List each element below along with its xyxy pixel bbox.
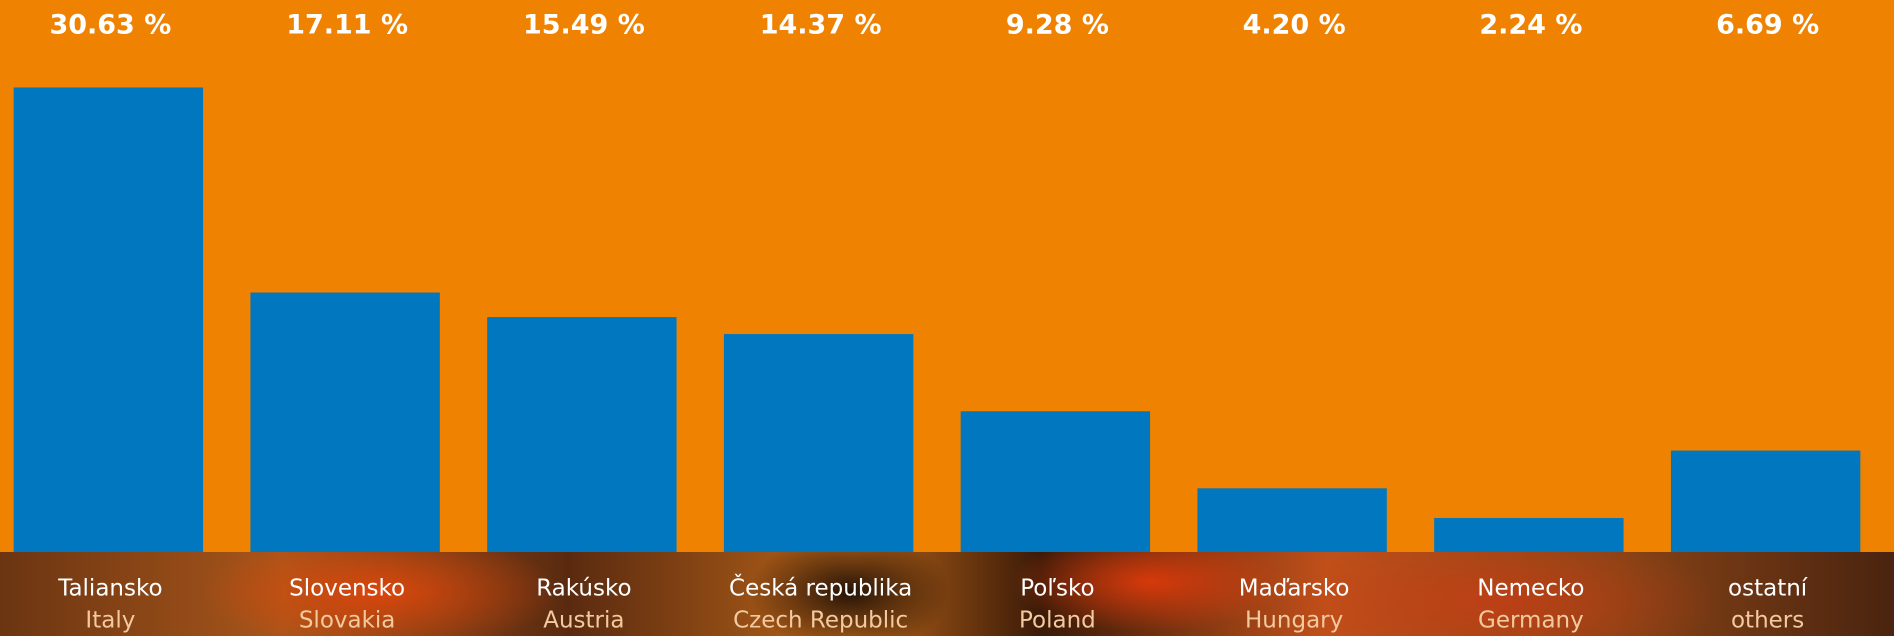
value-label: 30.63 % — [49, 10, 171, 41]
value-label: 14.37 % — [760, 10, 882, 41]
bar — [487, 317, 676, 552]
category-sublabel: Italy — [85, 608, 135, 634]
category-sublabel: Hungary — [1245, 608, 1343, 634]
category-label: Poľsko — [1020, 576, 1094, 602]
category-sublabel: Poland — [1019, 608, 1096, 634]
bar — [1434, 518, 1623, 552]
category-label: ostatní — [1728, 576, 1808, 602]
bar — [961, 411, 1150, 552]
value-label: 9.28 % — [1006, 10, 1109, 41]
value-label: 17.11 % — [286, 10, 408, 41]
category-label: Rakúsko — [536, 576, 631, 602]
category-sublabel: Austria — [543, 608, 624, 634]
bar — [250, 293, 439, 552]
bar — [14, 88, 203, 552]
bar — [1197, 488, 1386, 552]
category-label: Česká republika — [729, 574, 912, 602]
category-label: Slovensko — [289, 576, 405, 602]
category-label: Taliansko — [57, 576, 162, 602]
page: 30.63 % Taliansko Italy 17.11 % Slovensko Slo… — [0, 0, 1894, 636]
value-label: 2.24 % — [1479, 10, 1582, 41]
category-sublabel: Slovakia — [299, 608, 396, 634]
category-label: Maďarsko — [1239, 576, 1350, 602]
category-sublabel: others — [1731, 608, 1804, 634]
value-label: 4.20 % — [1243, 10, 1346, 41]
category-sublabel: Germany — [1478, 608, 1584, 634]
category-sublabel: Czech Republic — [733, 608, 908, 634]
chart: 30.63 % Taliansko Italy 17.11 % Slovensko Slo… — [0, 0, 1894, 636]
bar — [724, 334, 913, 552]
value-label: 6.69 % — [1716, 10, 1819, 41]
bar — [1671, 451, 1860, 552]
value-label: 15.49 % — [523, 10, 645, 41]
category-label: Nemecko — [1477, 576, 1584, 602]
